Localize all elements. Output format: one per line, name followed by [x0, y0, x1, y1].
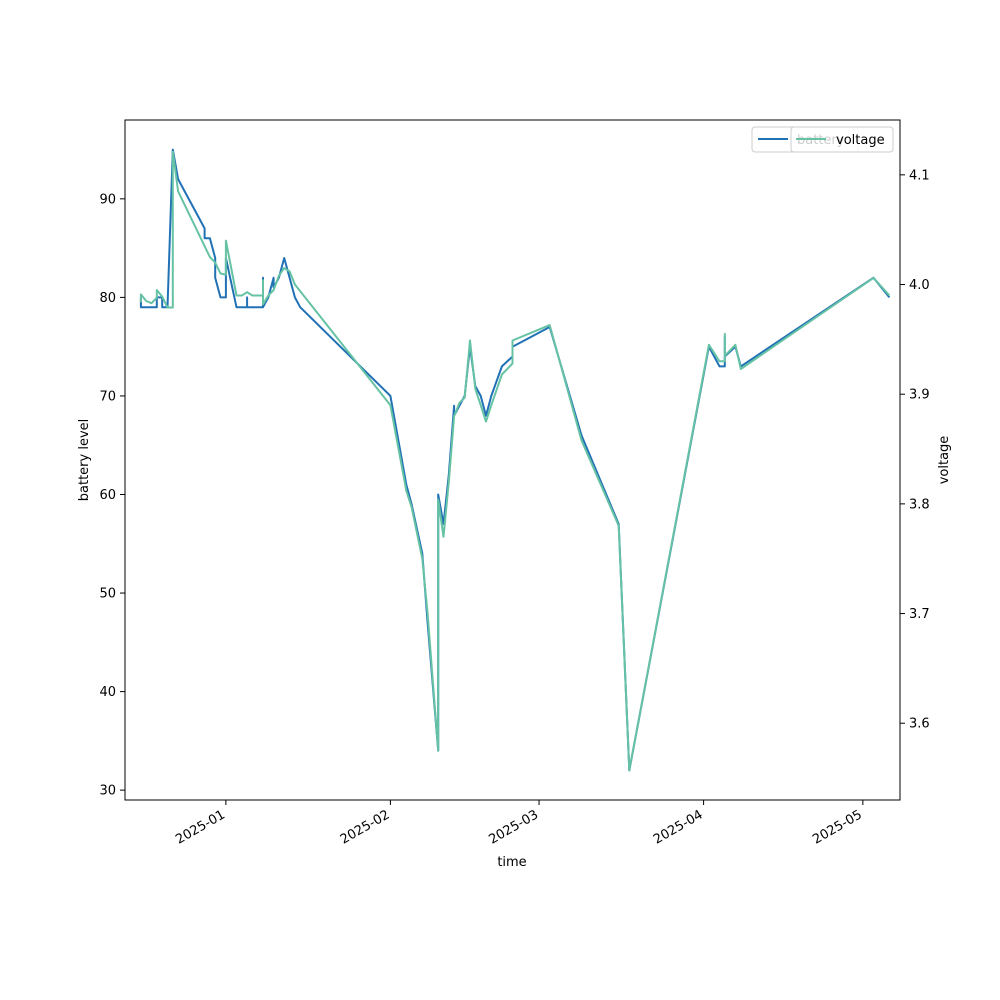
y-right-tick-label-3.8: 3.8 — [909, 497, 930, 512]
series-line-voltage — [139, 150, 891, 772]
series-line-battery — [139, 148, 891, 772]
legend-voltage-label: voltage — [836, 133, 885, 148]
y-left-tick-label-30: 30 — [99, 784, 116, 799]
y-left-tick-label-40: 40 — [99, 685, 116, 700]
y-right-tick-label-3.9: 3.9 — [909, 388, 930, 403]
plot-frame — [124, 119, 901, 801]
legend-voltage: voltage — [790, 126, 894, 153]
y-right-tick-label-3.7: 3.7 — [909, 607, 930, 622]
y-right-tick-label-4.1: 4.1 — [909, 168, 930, 183]
y-right-tick-label-3.6: 3.6 — [909, 717, 930, 732]
legend-voltage-box — [790, 126, 894, 153]
y-left-tick-label-70: 70 — [99, 389, 116, 404]
series-layer — [139, 148, 891, 772]
y-right-tick-label-4.0: 4.0 — [909, 278, 930, 293]
y-axis-left-label: battery level — [77, 419, 92, 502]
y-left-tick-label-50: 50 — [99, 587, 116, 602]
y-axis-right: 3.6 3.7 3.8 3.9 4.0 4.1 — [900, 168, 930, 732]
y-axis-right-label: voltage — [937, 436, 952, 485]
y-left-tick-label-80: 80 — [99, 291, 116, 306]
y-left-tick-label-90: 90 — [99, 192, 116, 207]
x-axis-label: time — [497, 855, 526, 870]
y-axis-left: 30 40 50 60 70 80 90 — [99, 192, 125, 799]
y-left-tick-label-60: 60 — [99, 488, 116, 503]
